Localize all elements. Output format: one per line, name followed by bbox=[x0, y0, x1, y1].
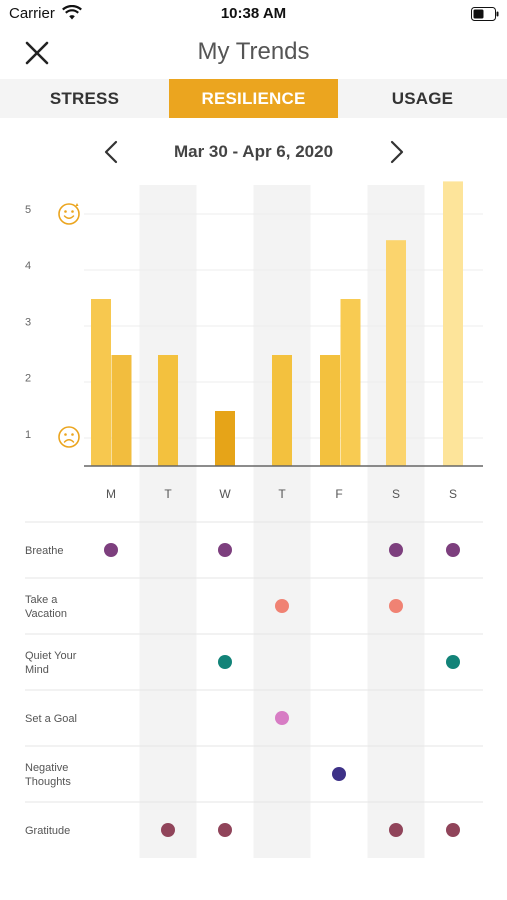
activity-dot[interactable] bbox=[218, 655, 232, 669]
tab-usage[interactable]: USAGE bbox=[391, 89, 454, 108]
battery-icon bbox=[471, 7, 499, 21]
y-tick-label: 1 bbox=[25, 429, 31, 441]
activity-row-label: Quiet Your bbox=[25, 650, 77, 662]
activity-dot[interactable] bbox=[275, 711, 289, 725]
activity-dot[interactable] bbox=[389, 599, 403, 613]
carrier-label: Carrier bbox=[9, 5, 55, 22]
bar bbox=[215, 411, 235, 466]
y-tick-label: 4 bbox=[25, 260, 31, 272]
bar bbox=[320, 355, 340, 466]
status-bar: Carrier 10:38 AM bbox=[0, 0, 507, 28]
y-tick-label: 5 bbox=[25, 204, 31, 216]
bar bbox=[158, 355, 178, 466]
bar bbox=[443, 181, 463, 466]
date-range-label: Mar 30 - Apr 6, 2020 bbox=[173, 142, 334, 161]
status-time: 10:38 AM bbox=[220, 5, 287, 22]
activity-dot[interactable] bbox=[446, 823, 460, 837]
x-tick-label: T bbox=[164, 487, 172, 501]
tab-stress[interactable]: STRESS bbox=[49, 89, 120, 108]
activity-row-label: Mind bbox=[25, 664, 49, 676]
x-tick-label: S bbox=[392, 487, 400, 501]
activity-row-label: Gratitude bbox=[25, 825, 70, 837]
x-tick-label: M bbox=[106, 487, 116, 501]
activity-row-label: Negative bbox=[25, 762, 68, 774]
activity-row-label: Breathe bbox=[25, 545, 64, 557]
sad-face-icon bbox=[58, 426, 80, 448]
activity-row-label: Thoughts bbox=[25, 776, 71, 788]
x-tick-label: F bbox=[335, 487, 342, 501]
chevron-left-icon[interactable] bbox=[100, 140, 124, 164]
activity-row-label: Vacation bbox=[25, 608, 67, 620]
column-shading bbox=[367, 480, 425, 858]
happy-face-icon bbox=[58, 203, 80, 225]
activity-matrix: M T W T F S S Breathe Take a Vacation Quiet Your Mi… bbox=[0, 480, 507, 860]
activity-matrix-grid: M T W T F S S Breathe Take a Vacation Quiet Your Mi… bbox=[25, 480, 483, 858]
page-title: My Trends bbox=[197, 38, 310, 65]
activity-dot[interactable] bbox=[389, 543, 403, 557]
close-icon[interactable] bbox=[24, 40, 50, 66]
activity-dot[interactable] bbox=[104, 543, 118, 557]
activity-dot[interactable] bbox=[389, 823, 403, 837]
wifi-icon bbox=[62, 5, 82, 20]
activity-dot[interactable] bbox=[332, 767, 346, 781]
y-tick-label: 3 bbox=[25, 316, 31, 328]
activity-dot[interactable] bbox=[218, 823, 232, 837]
bar bbox=[91, 299, 111, 466]
date-navigation: Mar 30 - Apr 6, 2020 bbox=[0, 132, 507, 172]
chevron-right-icon[interactable] bbox=[384, 140, 408, 164]
trend-tabs: STRESS RESILIENCE USAGE bbox=[0, 79, 507, 118]
bar bbox=[272, 355, 292, 466]
bar bbox=[111, 355, 132, 466]
bar bbox=[386, 240, 406, 466]
activity-row-label: Take a bbox=[25, 594, 58, 606]
column-shading bbox=[139, 480, 197, 858]
activity-dot[interactable] bbox=[218, 543, 232, 557]
activity-dot[interactable] bbox=[161, 823, 175, 837]
resilience-bar-chart: 1 2 3 4 5 bbox=[25, 181, 483, 480]
x-tick-label: S bbox=[449, 487, 457, 501]
activity-row-label: Set a Goal bbox=[25, 713, 77, 725]
bar bbox=[340, 299, 361, 466]
x-tick-label: T bbox=[278, 487, 286, 501]
column-shading bbox=[253, 480, 311, 858]
x-tick-label: W bbox=[219, 487, 231, 501]
y-tick-label: 2 bbox=[25, 373, 31, 385]
activity-dot[interactable] bbox=[275, 599, 289, 613]
activity-dot[interactable] bbox=[446, 655, 460, 669]
activity-dot[interactable] bbox=[446, 543, 460, 557]
header: My Trends bbox=[0, 28, 507, 78]
tab-resilience[interactable]: RESILIENCE bbox=[169, 79, 338, 118]
